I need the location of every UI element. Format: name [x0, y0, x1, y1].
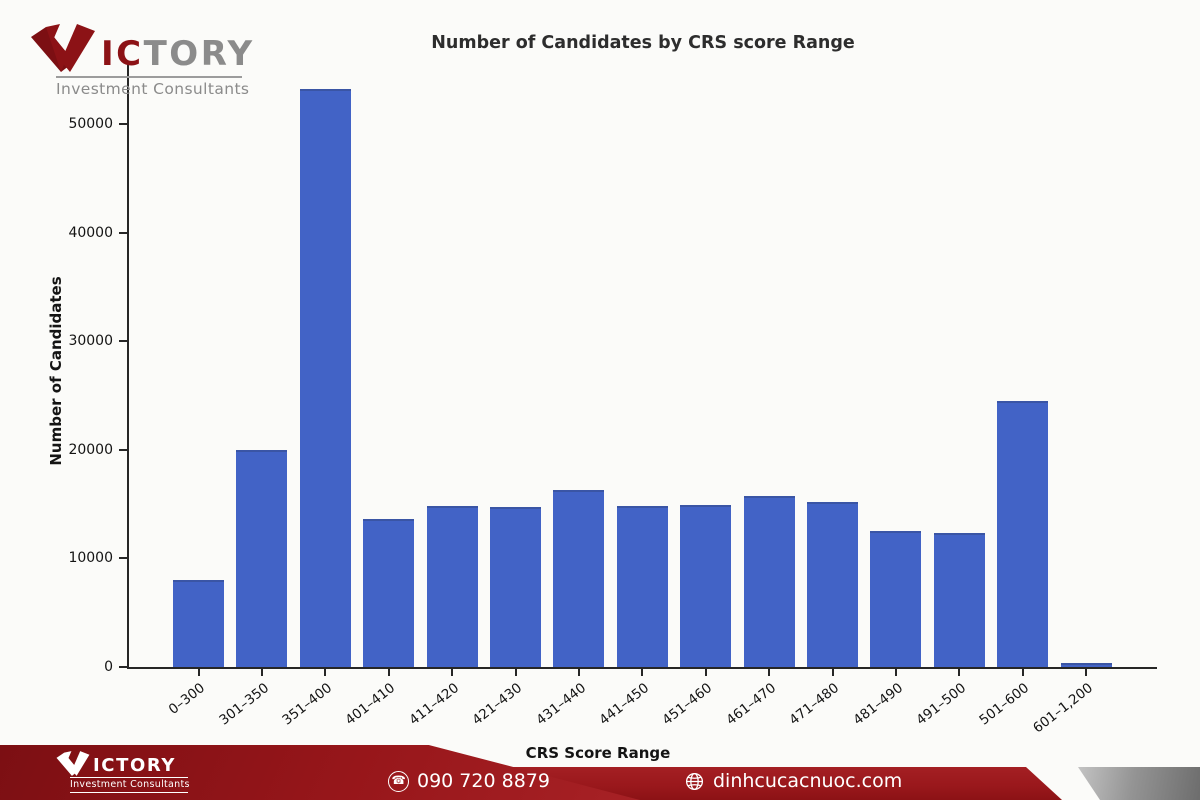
x-axis-tick — [260, 669, 263, 676]
x-axis-tick — [197, 669, 200, 676]
phone-icon-glyph: ☎ — [391, 773, 406, 788]
footer-logo-letters-b: TORY — [116, 755, 176, 776]
x-axis-tick-label: 491–500 — [913, 680, 970, 729]
y-axis-tick-label: 40000 — [68, 224, 113, 241]
x-axis-tick-label: 441–450 — [596, 680, 653, 729]
y-axis-tick — [119, 557, 127, 560]
bar-401–410 — [363, 519, 415, 667]
footer-website: dinhcucacnuoc.com — [684, 770, 902, 792]
footer-website-url: dinhcucacnuoc.com — [713, 770, 903, 792]
y-axis-tick-label: 50000 — [68, 115, 113, 132]
x-axis-tick — [894, 669, 897, 676]
footer-victory-logo: ICTORY Investment Consultants — [56, 751, 189, 793]
bar-421–430 — [490, 506, 541, 667]
y-axis-tick — [119, 340, 127, 343]
bar-501–600 — [997, 400, 1049, 667]
bar-481–490 — [870, 531, 922, 667]
victory-v-icon — [31, 24, 95, 72]
footer-phone: ☎ 090 720 8879 — [388, 770, 550, 792]
bar-0–300 — [173, 580, 224, 667]
bar-491–500 — [933, 533, 985, 667]
x-axis-tick — [704, 669, 707, 676]
bar-451–460 — [680, 504, 732, 667]
x-axis-tick-label: 501–600 — [976, 680, 1033, 729]
x-axis-tick — [831, 669, 834, 676]
victory-logo: ICTORY Investment Consultants — [30, 24, 252, 98]
bar-601–1,200 — [1060, 663, 1112, 667]
x-axis-tick-label: 351–400 — [279, 680, 336, 729]
x-axis-tick-label: 601–1,200 — [1030, 680, 1096, 737]
x-axis-tick — [514, 669, 517, 676]
footer-logo-underline — [70, 777, 188, 778]
x-axis-tick — [451, 669, 454, 676]
logo-subtitle: Investment Consultants — [56, 80, 250, 98]
globe-icon — [685, 772, 704, 790]
y-axis-tick — [119, 122, 127, 125]
x-axis-tick — [1085, 669, 1088, 676]
x-axis-tick-label: 0–300 — [166, 680, 209, 718]
y-axis-tick-label: 20000 — [68, 441, 113, 458]
x-axis-label: CRS Score Range — [525, 744, 671, 762]
logo-letters-red: IC — [101, 34, 144, 74]
x-axis-tick — [1021, 669, 1024, 676]
y-axis-label: Number of Candidates — [47, 276, 65, 466]
y-axis-tick — [119, 448, 127, 451]
bar-461–470 — [743, 495, 795, 667]
x-axis-tick — [387, 669, 390, 676]
y-axis-tick-label: 0 — [104, 659, 113, 675]
x-axis-tick — [324, 669, 327, 676]
bar-471–480 — [807, 501, 858, 667]
bar-411–420 — [426, 506, 478, 667]
bar-351–400 — [299, 88, 351, 667]
x-axis-tick — [768, 669, 771, 676]
phone-icon: ☎ — [388, 770, 409, 792]
x-axis-tick — [641, 669, 644, 676]
footer-logo-subtitle: Investment Consultants — [70, 779, 189, 793]
logo-letters-gray: TORY — [143, 34, 255, 74]
chart-title: Number of Candidates by CRS score Range — [431, 33, 855, 53]
footer-logo-letters: ICTORY — [93, 757, 176, 775]
x-axis-tick-label: 471–480 — [786, 680, 843, 729]
x-axis-tick-label: 481–490 — [849, 680, 906, 729]
x-axis-tick-label: 401–410 — [342, 680, 399, 729]
x-axis-tick-label: 461–470 — [723, 680, 779, 729]
x-axis-tick — [958, 669, 961, 676]
footer-logo-wordmark: ICTORY — [56, 751, 188, 776]
x-axis-tick-label: 411–420 — [406, 680, 462, 729]
victory-logo-wordmark: ICTORY — [30, 24, 252, 72]
x-axis-tick-label: 421–430 — [469, 680, 526, 729]
bar-301–350 — [236, 449, 288, 667]
footer-gray-flag — [1078, 767, 1200, 800]
x-axis-tick-label: 451–460 — [659, 680, 716, 729]
bar-441–450 — [616, 506, 668, 667]
victory-logo-letters: ICTORY — [101, 37, 255, 71]
x-axis-tick-label: 301–350 — [215, 680, 272, 729]
y-axis-tick-label: 30000 — [68, 333, 113, 350]
y-axis-tick — [119, 231, 127, 234]
logo-underline — [56, 76, 242, 78]
y-axis-tick — [119, 666, 127, 668]
x-axis-tick — [577, 669, 580, 676]
bar-431–440 — [553, 489, 605, 667]
y-axis-tick-label: 10000 — [68, 550, 113, 567]
footer-victory-v-icon — [56, 751, 90, 776]
footer-phone-number: 090 720 8879 — [417, 770, 550, 792]
footer-logo-letters-a: IC — [93, 755, 117, 776]
bar-chart-plot-area: 0 10000 20000 30000 40000 50000 0–300 301–350 35… — [68, 62, 1157, 736]
x-axis-tick-label: 431–440 — [532, 680, 589, 729]
